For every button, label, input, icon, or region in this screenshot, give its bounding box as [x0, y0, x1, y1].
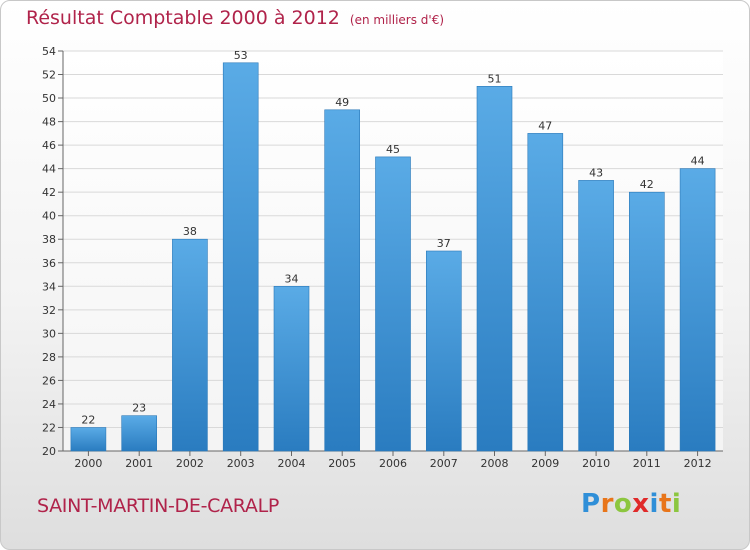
data-label-2002: 38	[183, 225, 197, 238]
data-label-2006: 45	[386, 143, 400, 156]
bar-2002	[172, 238, 208, 452]
y-tick-label: 36	[42, 257, 56, 270]
bar-2006	[375, 156, 411, 452]
data-label-2003: 53	[234, 49, 248, 62]
x-tick-label-2012: 2012	[684, 457, 712, 470]
y-tick-label: 50	[42, 92, 56, 105]
y-tick-label: 40	[42, 210, 56, 223]
x-tick-label-2001: 2001	[125, 457, 153, 470]
y-tick-label: 46	[42, 139, 56, 152]
logo-letter: i	[671, 489, 682, 519]
bar-2010	[578, 180, 614, 452]
logo-letter: o	[613, 489, 633, 519]
y-tick-label: 44	[42, 163, 56, 176]
data-label-2000: 22	[81, 414, 95, 427]
chart-title-text: Résultat Comptable 2000 à 2012	[26, 7, 340, 29]
y-tick-label: 22	[42, 421, 56, 434]
y-tick-label: 54	[42, 45, 56, 58]
logo-letter: i	[649, 489, 659, 519]
x-tick-label-2002: 2002	[176, 457, 204, 470]
data-label-2004: 34	[285, 272, 299, 285]
bar-2011	[628, 191, 665, 452]
y-tick-label: 32	[42, 304, 56, 317]
x-tick-label-2003: 2003	[227, 457, 255, 470]
chart-title: Résultat Comptable 2000 à 2012 (en millie…	[26, 7, 444, 29]
bar-2012	[679, 168, 716, 452]
y-tick-label: 24	[42, 398, 56, 411]
logo-letter: P	[581, 489, 601, 519]
bar-2000	[70, 427, 107, 452]
logo-letter: t	[658, 489, 672, 519]
logo-letter: r	[600, 489, 614, 519]
x-tick-label-2006: 2006	[379, 457, 407, 470]
data-label-2012: 44	[691, 155, 705, 168]
y-tick-label: 20	[42, 445, 56, 458]
y-tick-label: 48	[42, 116, 56, 129]
y-tick-label: 28	[42, 351, 56, 364]
y-tick-label: 34	[42, 280, 56, 293]
x-tick-label-2010: 2010	[582, 457, 610, 470]
y-tick-label: 30	[42, 327, 56, 340]
y-tick-label: 38	[42, 233, 56, 246]
bar-2005	[324, 109, 361, 452]
data-label-2001: 23	[132, 402, 146, 415]
data-label-2008: 51	[488, 72, 502, 85]
x-tick-label-2005: 2005	[328, 457, 356, 470]
bar-2008	[476, 86, 513, 452]
bar-2001	[121, 415, 157, 452]
y-tick-label: 52	[42, 69, 56, 82]
x-tick-label-2008: 2008	[481, 457, 509, 470]
bar-2003	[222, 62, 259, 452]
x-tick-label-2000: 2000	[74, 457, 102, 470]
bar-2009	[527, 133, 564, 452]
x-tick-label-2007: 2007	[430, 457, 458, 470]
data-label-2011: 42	[640, 178, 654, 191]
chart-subtitle: (en milliers d'€)	[349, 13, 445, 27]
logo-letter: x	[632, 489, 650, 519]
x-tick-label-2009: 2009	[531, 457, 559, 470]
commune-name: SAINT-MARTIN-DE-CARALP	[37, 495, 280, 517]
x-tick-label-2004: 2004	[278, 457, 306, 470]
x-tick-label-2011: 2011	[633, 457, 661, 470]
bar-2004	[273, 285, 310, 452]
y-tick-label: 42	[42, 186, 56, 199]
y-tick-label: 26	[42, 374, 56, 387]
data-label-2010: 43	[589, 166, 603, 179]
plot-area: 20 22 24 26 28 30 32 34 36 38 40 42 44 46 48 50 52 54 22 20…	[42, 45, 723, 470]
bar-2007	[425, 250, 462, 452]
data-label-2005: 49	[335, 96, 349, 109]
proxiti-logo[interactable]: Proxiti	[581, 489, 681, 519]
data-label-2007: 37	[437, 237, 451, 250]
data-label-2009: 47	[538, 119, 552, 132]
